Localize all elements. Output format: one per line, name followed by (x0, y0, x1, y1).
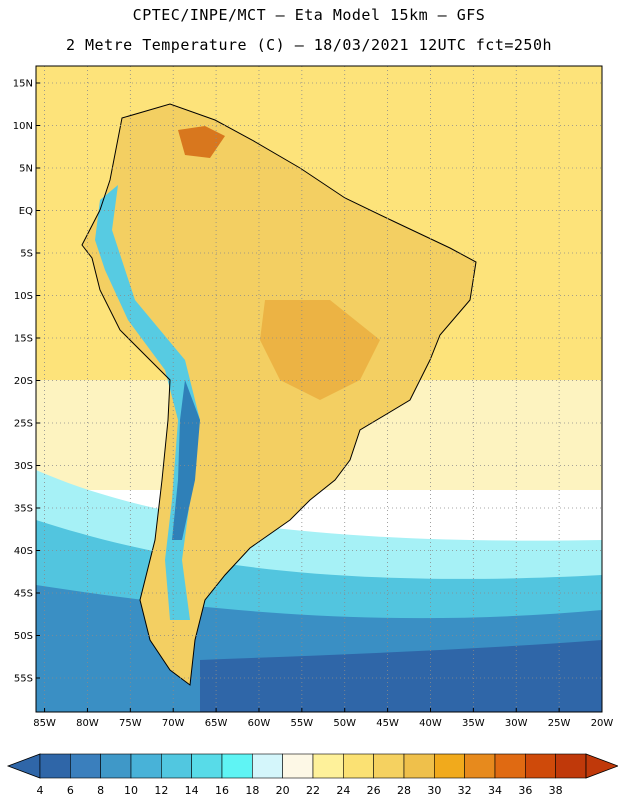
colorbar-swatch (161, 753, 192, 779)
colorbar-swatch (282, 753, 314, 779)
colorbar-label: 6 (67, 784, 74, 797)
lat-tick-label: 35S (14, 504, 33, 515)
colorbar-label: 8 (97, 784, 104, 797)
colorbar-label: 14 (185, 784, 199, 797)
colorbar-label: 22 (306, 784, 320, 797)
colorbar-label: 24 (336, 784, 350, 797)
lat-tick-label: 25S (14, 419, 33, 430)
colorbar-swatch (191, 753, 223, 779)
temperature-colorbar: 4 6 8 10 12 14 16 18 20 22 24 26 28 30 32 34 36 38 (6, 753, 618, 797)
lon-tick-label: 30W (505, 718, 528, 729)
lat-tick-label: 10N (13, 121, 33, 132)
colorbar-label: 16 (215, 784, 229, 797)
colorbar-label: 28 (397, 784, 411, 797)
lon-tick-label: 45W (376, 718, 399, 729)
colorbar-label: 20 (276, 784, 290, 797)
lon-tick-label: 55W (291, 718, 314, 729)
lon-tick-label: 35W (462, 718, 485, 729)
colorbar-swatch (70, 753, 101, 779)
lon-tick-label: 60W (248, 718, 271, 729)
colorbar-label: 36 (518, 784, 532, 797)
lon-tick-label: 20W (591, 718, 614, 729)
longitude-axis: 85W 80W 75W 70W 65W 60W 55W 50W 45W 40W 35W 30W 25W 2… (33, 708, 613, 729)
andes-cool-strip (95, 185, 200, 620)
colorbar-swatch (555, 753, 587, 779)
map-field (36, 66, 602, 712)
lon-tick-label: 25W (548, 718, 571, 729)
colorbar-swatch (464, 753, 496, 779)
land-hottest-venezuela (178, 126, 225, 158)
ocean-coldest-band (200, 640, 602, 712)
andes-cold-peaks (172, 380, 200, 540)
lat-tick-label: 30S (14, 461, 33, 472)
chart-title-model: CPTEC/INPE/MCT – Eta Model 15km – GFS (132, 6, 486, 24)
lon-tick-label: 50W (333, 718, 356, 729)
lon-tick-label: 85W (33, 718, 56, 729)
lon-tick-label: 75W (119, 718, 142, 729)
lat-tick-label: 5N (19, 164, 33, 175)
lon-tick-label: 40W (419, 718, 442, 729)
lat-tick-label: 10S (14, 291, 33, 302)
colorbar-label: 34 (488, 784, 502, 797)
colorbar-swatch (343, 753, 374, 779)
colorbar-swatch (130, 753, 162, 779)
lon-tick-label: 80W (76, 718, 99, 729)
colorbar-swatch (434, 753, 465, 779)
coastline-borders (81, 103, 477, 686)
lat-tick-label: EQ (19, 206, 33, 217)
colorbar-swatch (100, 753, 132, 779)
lat-tick-label: 45S (14, 589, 33, 600)
colorbar-swatch (494, 753, 526, 779)
lat-tick-label: 50S (14, 631, 33, 642)
map-frame (35, 65, 603, 713)
lon-tick-label: 65W (205, 718, 228, 729)
colorbar-label: 38 (549, 784, 563, 797)
colorbar-label: 12 (154, 784, 168, 797)
lat-tick-label: 15S (14, 334, 33, 345)
lat-tick-label: 5S (20, 249, 33, 260)
colorbar-swatch (403, 753, 435, 779)
lat-tick-label: 40S (14, 546, 33, 557)
colorbar-swatch (525, 753, 556, 779)
colorbar-swatch (312, 753, 344, 779)
colorbar-swatch (39, 753, 71, 779)
land-hot-interior (260, 300, 380, 400)
colorbar-label: 32 (458, 784, 472, 797)
colorbar-label: 18 (245, 784, 259, 797)
colorbar-low-arrow (6, 753, 41, 779)
chart-title-variable: 2 Metre Temperature (C) – 18/03/2021 12U… (65, 36, 553, 54)
lat-tick-label: 15N (13, 79, 33, 90)
colorbar-label: 30 (427, 784, 441, 797)
colorbar-high-arrow (585, 753, 618, 779)
colorbar-swatch (373, 753, 405, 779)
colorbar-swatch (252, 753, 283, 779)
lat-tick-label: 55S (14, 674, 33, 685)
colorbar-label: 4 (37, 784, 44, 797)
colorbar-label: 10 (124, 784, 138, 797)
lat-tick-label: 20S (14, 376, 33, 387)
latitude-axis: 15N 10N 5N EQ 5S 10S 15S 20S 25S 30S 35S 40S 45S 50S 5… (13, 79, 40, 685)
colorbar-swatch (221, 753, 253, 779)
colorbar-label: 26 (367, 784, 381, 797)
lon-tick-label: 70W (162, 718, 185, 729)
